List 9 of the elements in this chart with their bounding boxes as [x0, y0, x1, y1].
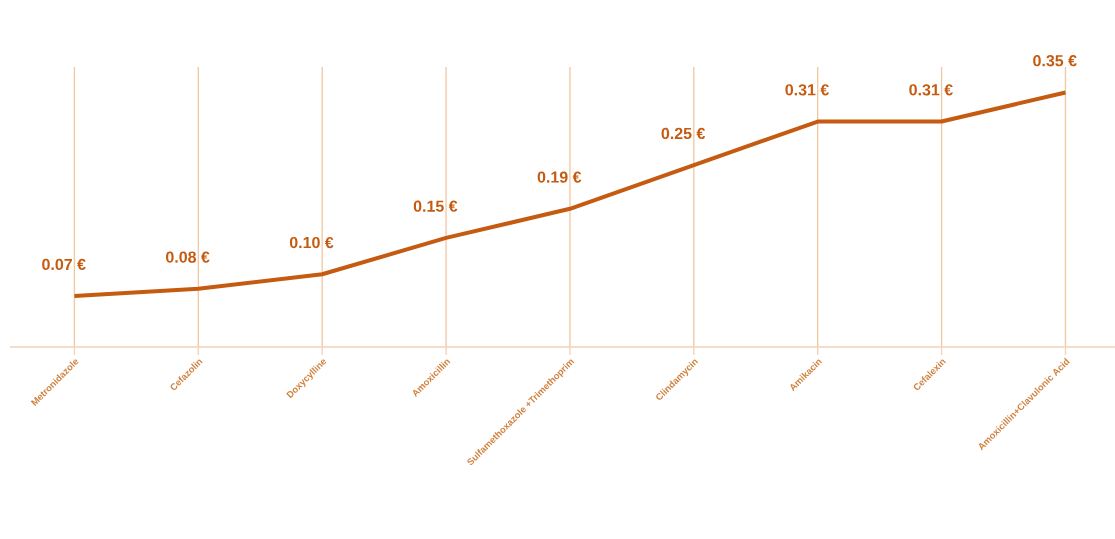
data-label: 0.31 €: [909, 84, 953, 96]
data-label: 0.31 €: [785, 84, 829, 96]
data-label: 0.35 €: [1033, 55, 1077, 67]
data-label: 0.08 €: [166, 251, 210, 263]
data-label: 0.25 €: [661, 127, 706, 140]
data-label: 0.07 €: [42, 258, 86, 271]
data-label: 0.15 €: [413, 200, 458, 212]
data-label: 0.19 €: [537, 171, 582, 183]
data-label: 0.10 €: [289, 236, 334, 249]
